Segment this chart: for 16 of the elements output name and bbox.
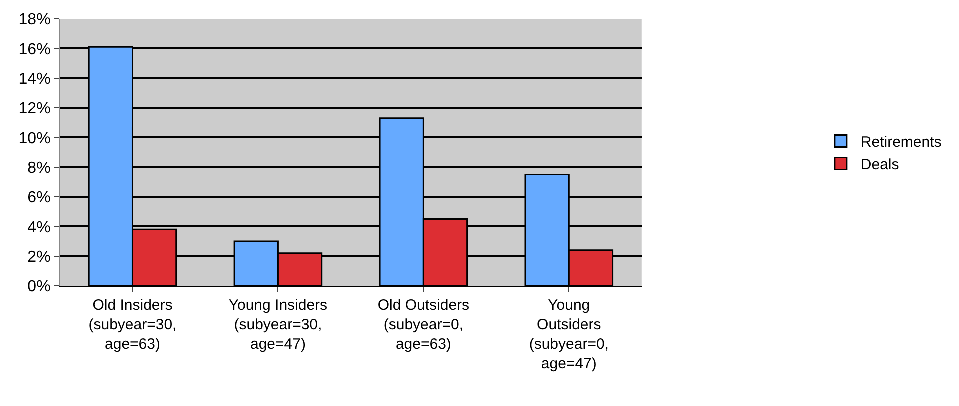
y-tick-label: 12% <box>18 100 51 118</box>
x-tick-label: Old Insiders (subyear=30, age=63) <box>88 297 177 353</box>
y-tick-label: 0% <box>28 278 51 296</box>
y-tick-label: 10% <box>18 130 51 148</box>
y-tick-label: 4% <box>28 219 51 236</box>
y-tick-label: 6% <box>28 190 51 207</box>
y-tick-label: 14% <box>18 70 51 88</box>
x-tick-label: Young Outsiders (subyear=0, age=47) <box>529 297 609 372</box>
x-tick-label: Old Outsiders (subyear=0, age=63) <box>378 297 470 353</box>
legend-label: Retirements <box>860 134 942 152</box>
x-tick-label: Young Insiders (subyear=30, age=47) <box>228 297 328 353</box>
y-tick-label: 16% <box>18 41 51 58</box>
y-tick-label: 18% <box>18 12 51 29</box>
y-tick-label: 8% <box>28 160 51 177</box>
legend-label: Deals <box>860 156 900 174</box>
y-tick-label: 2% <box>28 248 51 266</box>
